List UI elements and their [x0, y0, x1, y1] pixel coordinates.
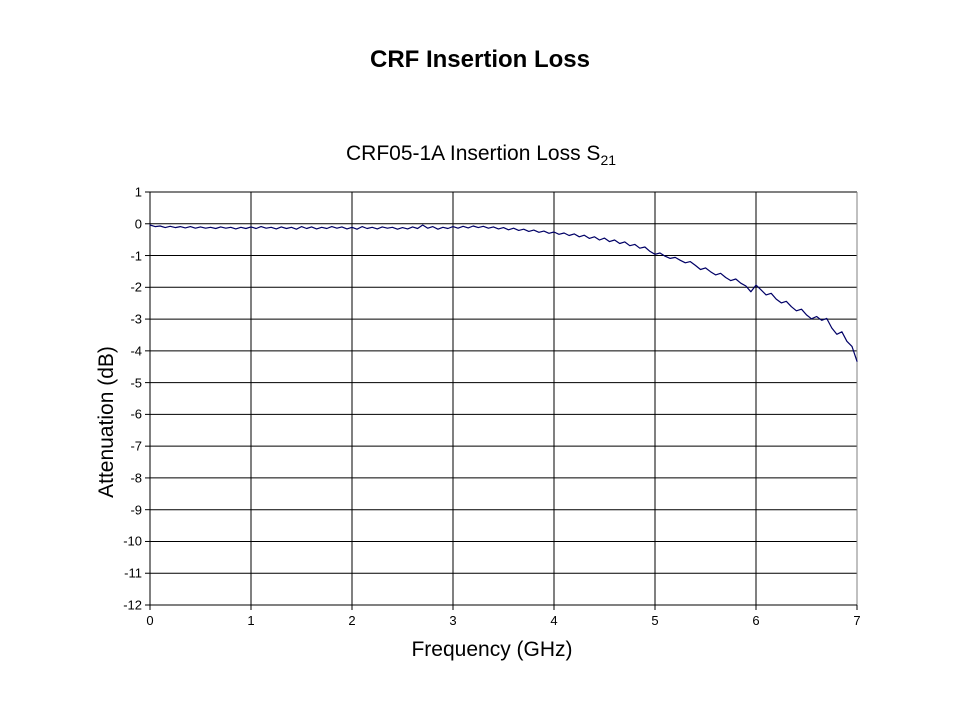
- x-tick-label: 1: [247, 613, 255, 628]
- x-axis-title: Frequency (GHz): [411, 638, 573, 661]
- y-tick-label: -12: [123, 597, 142, 613]
- chart-title: CRF05-1A Insertion Loss S21: [346, 142, 616, 168]
- page-title: CRF Insertion Loss: [369, 46, 591, 73]
- x-tick-label: 6: [752, 613, 760, 628]
- y-tick-label: -8: [130, 470, 142, 486]
- x-tick-label: 5: [651, 613, 659, 628]
- series-line: [149, 224, 858, 362]
- y-tick-label: -7: [130, 438, 142, 454]
- y-tick-label: -9: [130, 502, 142, 518]
- y-tick-label: -10: [123, 533, 142, 549]
- y-tick-label: -2: [130, 279, 142, 295]
- y-tick-label: -11: [124, 565, 142, 581]
- x-tick-label: 4: [550, 613, 558, 628]
- y-tick-label: -4: [130, 343, 142, 359]
- x-tick-label: 3: [449, 613, 457, 628]
- y-tick-label: -3: [130, 311, 142, 327]
- x-tick-label: 0: [146, 613, 154, 628]
- y-tick-label: 1: [134, 184, 142, 200]
- chart-title-subscript: 21: [600, 152, 617, 169]
- x-tick-label: 7: [853, 613, 861, 628]
- y-tick-label: 0: [134, 216, 142, 232]
- x-tick-label: 2: [348, 613, 356, 628]
- y-tick-label: -5: [130, 375, 142, 391]
- chart-title-text: CRF05-1A Insertion Loss S: [345, 142, 601, 165]
- y-tick-label: -1: [130, 248, 142, 264]
- y-tick-label: -6: [130, 406, 142, 422]
